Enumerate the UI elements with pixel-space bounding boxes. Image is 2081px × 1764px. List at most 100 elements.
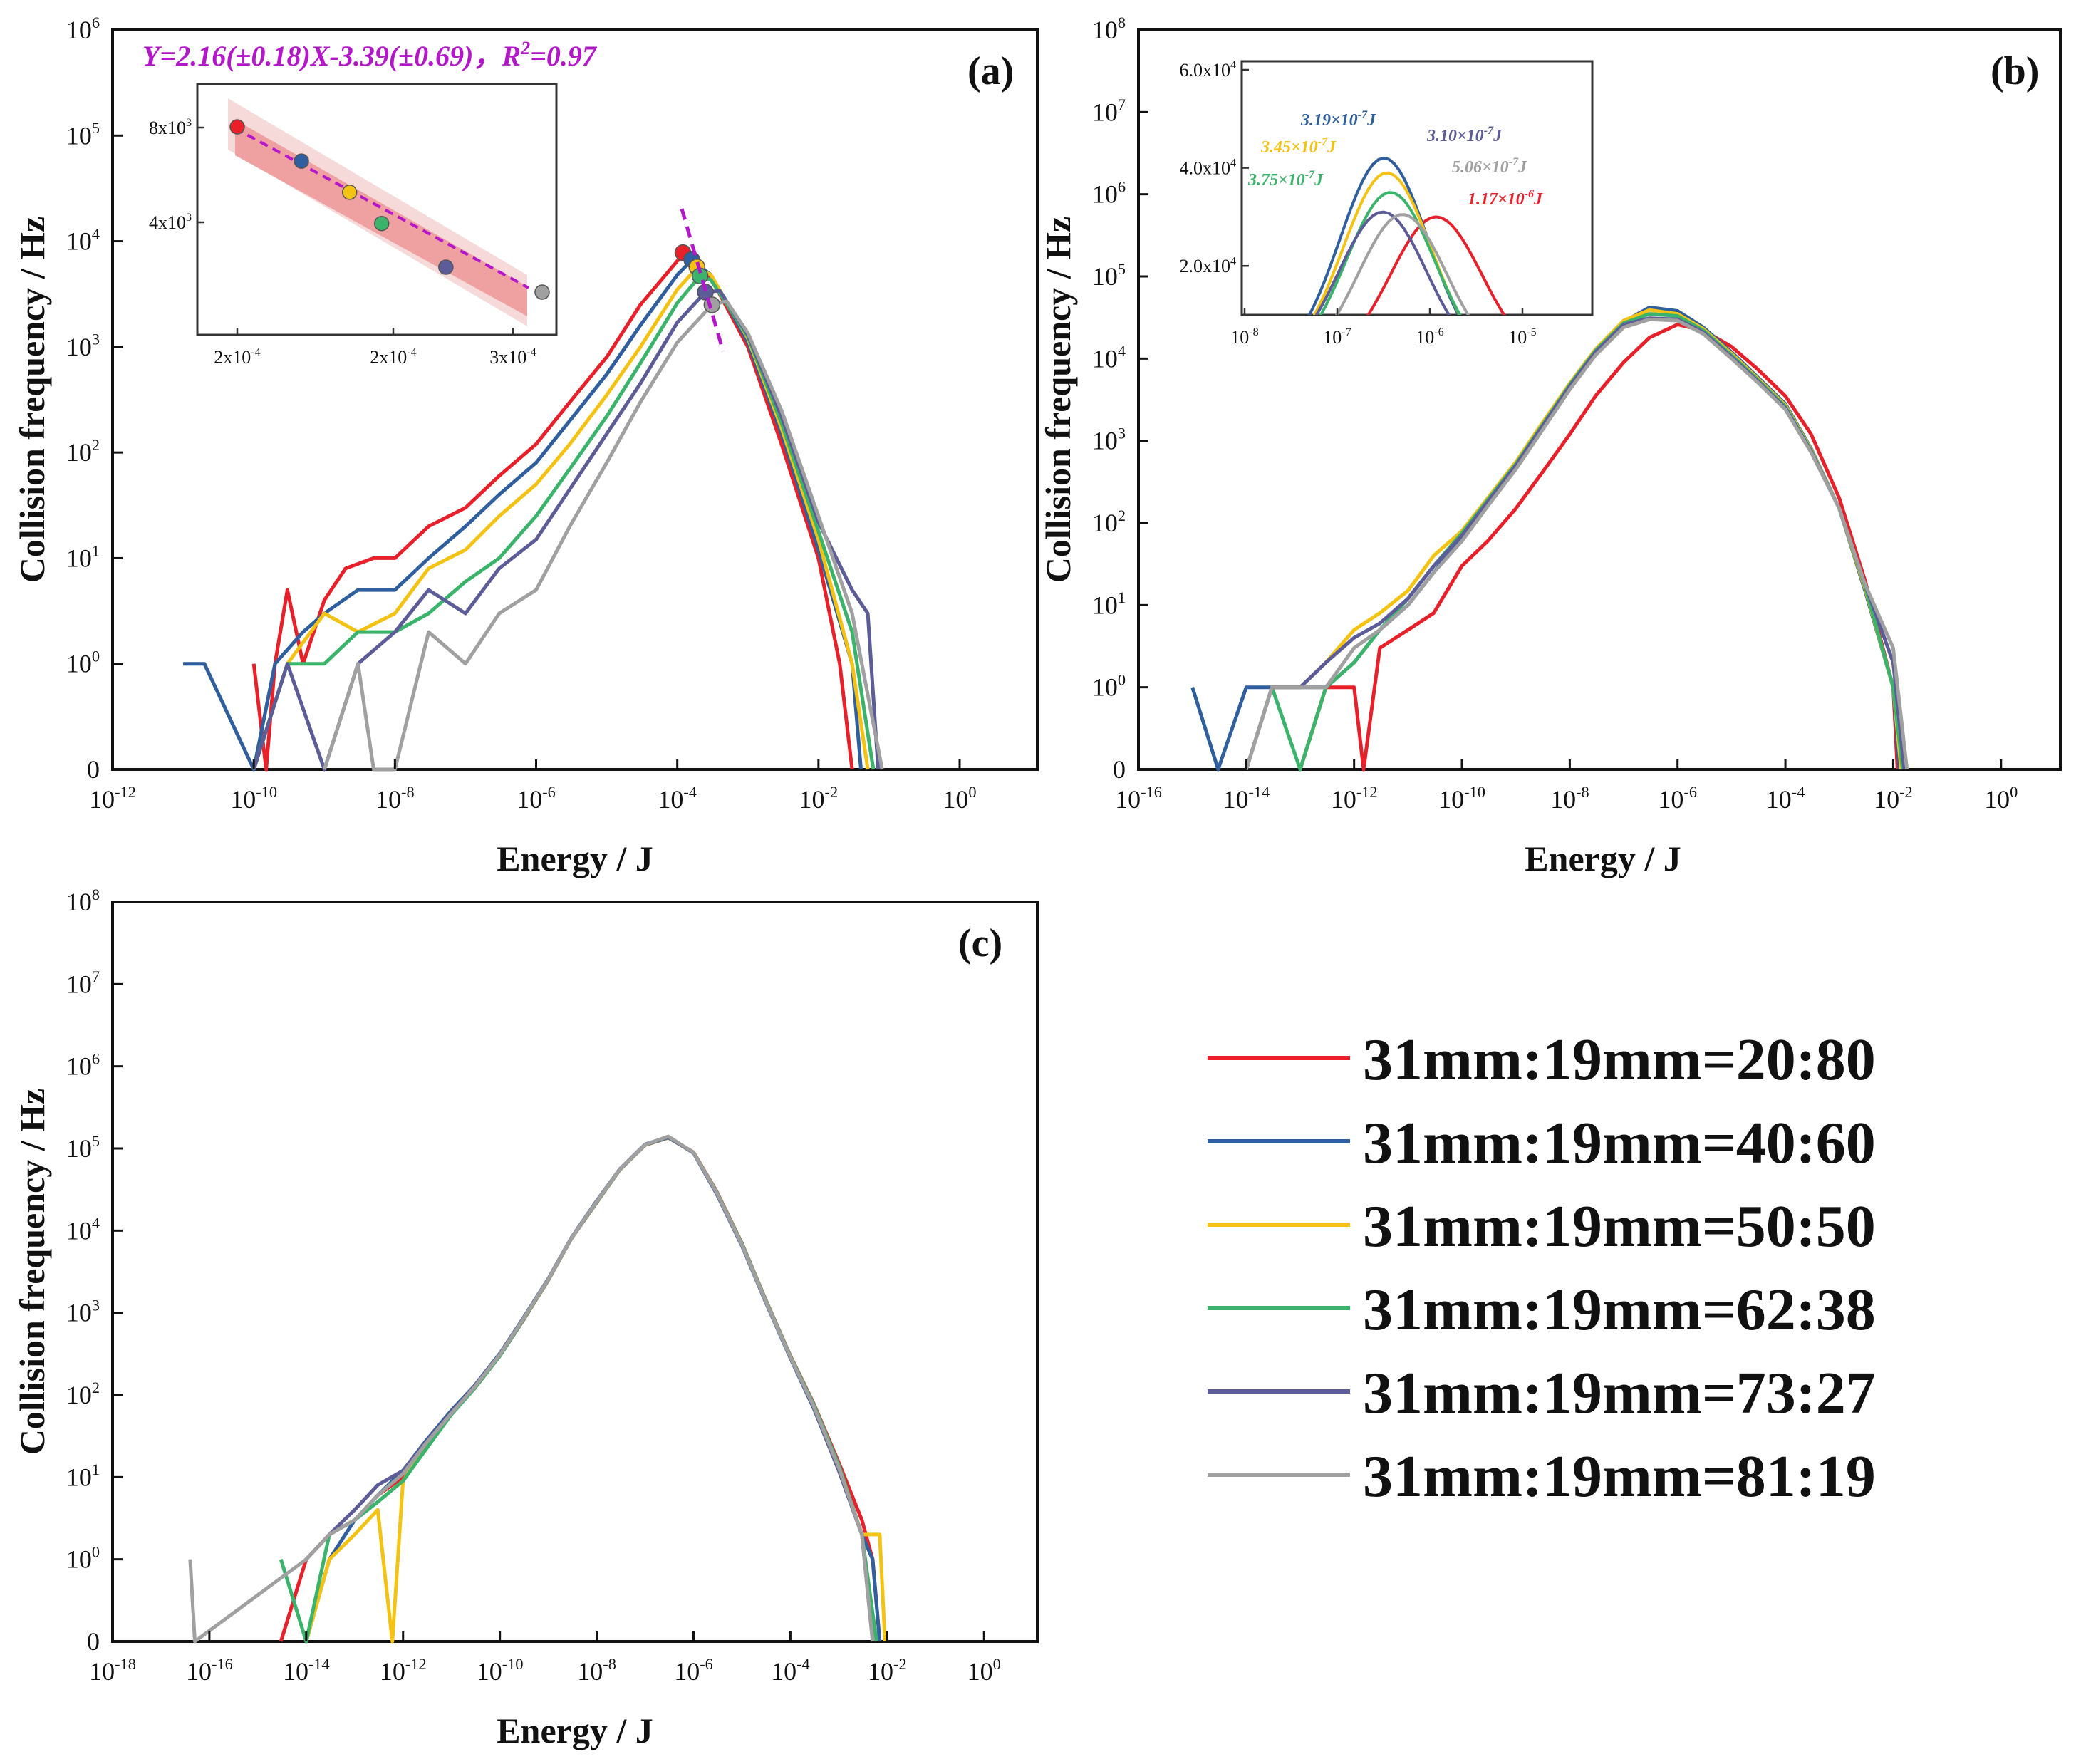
panel-c-xtick-label: 10-4 <box>771 1655 810 1686</box>
inset-a-xtick-label: 2x10-4 <box>214 346 260 368</box>
inset-b-ytick-label: 2.0x104 <box>1179 255 1236 276</box>
panel-a-xtick-label-exp: -2 <box>825 783 839 801</box>
panel-c-xtick-label: 10-6 <box>674 1655 713 1686</box>
panel-a-ytick-label-base: 10 <box>66 650 92 678</box>
panel-c-ytick-label-base: 10 <box>66 1134 92 1163</box>
inset-b-peak-label-exp: -7 <box>1509 156 1519 168</box>
panel-a-ytick-label: 105 <box>66 119 100 150</box>
panel-b-series-line-2 <box>1190 306 1901 772</box>
panel-c-xtick-label-exp: -2 <box>893 1655 907 1673</box>
panel-a-series-line-1 <box>251 251 854 772</box>
inset-b-series <box>1307 156 1506 315</box>
inset-b-peak-label-exp: -7 <box>1305 169 1315 181</box>
panel-c-xtick-label-exp: -4 <box>796 1655 810 1673</box>
panel-c-ytick-label-exp: 8 <box>92 886 100 903</box>
inset-a-point-4 <box>373 215 390 232</box>
panel-c-ytick-label-base: 0 <box>87 1627 100 1656</box>
panel-b-xtick-label-exp: -12 <box>1356 783 1378 801</box>
panel-a-ytick-label: 101 <box>66 541 100 572</box>
panel-c-ytick-label-exp: 3 <box>92 1297 100 1314</box>
panel-b-ytick-label-base: 10 <box>1092 180 1118 209</box>
panel-a-ylabel: Collision frequency / Hz <box>12 217 52 583</box>
panel-b-ytick-label-base: 10 <box>1092 16 1118 44</box>
inset-a-point-1 <box>229 119 245 135</box>
inset-b-peak-label-4: 3.75×10-7J <box>1247 169 1324 190</box>
panel-c-xtick-label-base: 10 <box>577 1657 603 1686</box>
panel-c-xtick-label: 10-16 <box>186 1655 233 1686</box>
inset-b-peak-label-5: 3.10×10-7J <box>1426 125 1503 145</box>
panel-c-xtick-label-base: 10 <box>283 1657 308 1686</box>
panel-a-ytick-label-base: 10 <box>66 121 92 150</box>
panel-b-xtick-label: 10-12 <box>1331 783 1378 814</box>
inset-a-xtick-label-exp: -4 <box>407 346 416 358</box>
panel-b-ytick-label: 106 <box>1092 178 1126 209</box>
panel-a-xtick-label: 10-4 <box>658 783 697 814</box>
panel-b-ytick-label: 103 <box>1092 425 1126 455</box>
panel-c-ytick-label-exp: 0 <box>92 1543 100 1561</box>
panel-c-ytick-label-base: 10 <box>66 1381 92 1409</box>
panel-c-ytick-label-base: 10 <box>66 1545 92 1574</box>
panel-a-xlabel: Energy / J <box>497 839 653 878</box>
inset-b-xtick-label: 10-5 <box>1508 326 1536 348</box>
panel-b-ytick-label: 107 <box>1092 95 1126 126</box>
panel-b-xtick-label-exp: -8 <box>1576 783 1589 801</box>
panel-c-ytick-label-base: 10 <box>66 1463 92 1491</box>
panel-c-xtick-label-base: 10 <box>89 1657 115 1686</box>
panel-a-ytick-label-base: 10 <box>66 438 92 467</box>
legend-label-5: 31mm:19mm=73:27 <box>1363 1360 1876 1426</box>
panel-c-xtick-label-base: 10 <box>967 1657 993 1686</box>
panel-b: 10-16 10-14 10-12 10-10 10-8 10-6 10-4 10-2 100 … <box>1038 14 2062 878</box>
panel-b-xlabel: Energy / J <box>1525 839 1681 878</box>
panel-b-tag: (b) <box>1991 49 2039 93</box>
panel-b-xtick-label-base: 10 <box>1658 785 1683 814</box>
panel-b-xtick-label-exp: -14 <box>1248 783 1270 801</box>
inset-a-xtick-label-exp: -4 <box>251 346 260 358</box>
panel-a-xtick-label: 10-10 <box>230 783 277 814</box>
inset-a-point-2 <box>294 153 309 169</box>
panel-b-frame <box>1137 28 2062 771</box>
panel-a-xtick-label: 10-2 <box>799 783 839 814</box>
inset-a-ytick-label: 4x103 <box>149 212 192 233</box>
panel-a-ytick-label: 100 <box>66 648 100 678</box>
panel-a-tag: (a) <box>967 49 1014 93</box>
inset-a-xtick-label-exp: -4 <box>526 346 536 358</box>
panel-a-ytick-label-exp: 6 <box>92 14 100 31</box>
panel-b-ytick-label-exp: 5 <box>1118 260 1126 278</box>
inset-a-ytick-label-base: 4x10 <box>149 212 186 233</box>
panel-c-frame <box>111 901 1039 1643</box>
panel-a-series-line-2 <box>183 258 863 772</box>
panel-a-xtick-label: 10-6 <box>517 783 556 814</box>
panel-b-ytick-label-exp: 4 <box>1118 342 1126 360</box>
panel-a-ytick-label-exp: 2 <box>92 436 100 454</box>
panel-b-x-ticks: 10-16 10-14 10-12 10-10 10-8 10-6 10-4 10-2 100 <box>1115 759 2018 814</box>
inset-b-frame <box>1240 60 1594 316</box>
inset-b-peak-label-unit: J <box>1533 190 1543 209</box>
panel-b-ytick-label-base: 10 <box>1092 509 1118 537</box>
panel-b-ytick-label-base: 10 <box>1092 673 1118 702</box>
panel-b-ytick-label-exp: 0 <box>1118 671 1126 689</box>
panel-c-xtick-label-exp: 0 <box>993 1655 1001 1673</box>
panel-c-xtick-label: 10-2 <box>868 1655 907 1686</box>
panel-b-ytick-label-base: 10 <box>1092 591 1118 619</box>
panel-b-xtick-label-exp: -10 <box>1464 783 1485 801</box>
panel-b-ytick-label-base: 0 <box>1113 755 1126 784</box>
panel-c-xtick-label-exp: -12 <box>405 1655 427 1673</box>
inset-b-peak-label-unit: J <box>1366 111 1376 130</box>
panel-a-series-line-4 <box>251 274 876 770</box>
inset-b-peak-label-unit: J <box>1327 138 1337 157</box>
inset-a-xtick-label: 2x10-4 <box>370 346 416 368</box>
panel-c-ytick-label-exp: 4 <box>92 1214 100 1232</box>
panel-c-series-line-4 <box>279 1136 878 1644</box>
panel-c-ytick-label-base: 10 <box>66 888 92 916</box>
panel-c: 10-18 10-16 10-14 10-12 10-10 10-8 10-6 10-4 10-… <box>12 886 1039 1750</box>
inset-a-point-5 <box>438 259 454 275</box>
inset-b-ytick-label-base: 6.0x10 <box>1179 60 1230 81</box>
panel-b-xtick-label-exp: -16 <box>1141 783 1162 801</box>
inset-b-xtick-label-base: 10 <box>1230 327 1249 348</box>
panel-c-xtick-label-exp: -8 <box>603 1655 616 1673</box>
inset-b-ytick-label: 6.0x104 <box>1179 59 1236 81</box>
panel-c-ytick-label: 105 <box>66 1132 100 1163</box>
panel-c-xtick-label-base: 10 <box>771 1657 796 1686</box>
